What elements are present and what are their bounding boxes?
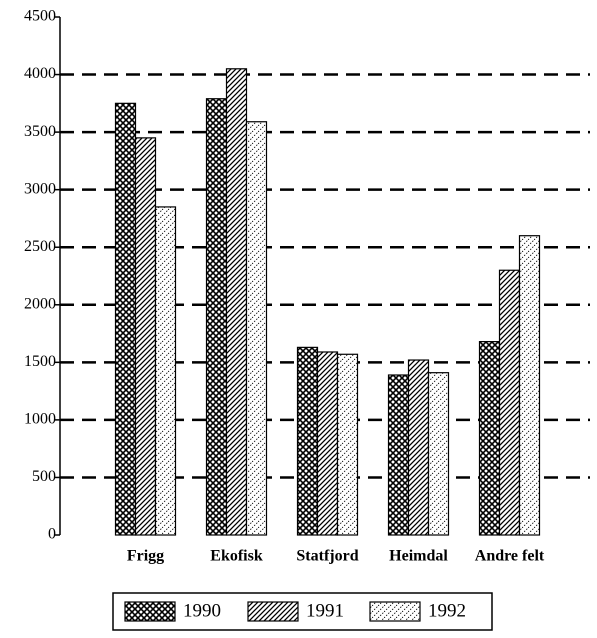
bar [316, 351, 339, 536]
legend-swatch [124, 601, 176, 622]
y-tick-label: 4000 [24, 65, 56, 82]
bar [518, 235, 541, 536]
y-tick-label: 2500 [24, 238, 56, 255]
bar [427, 372, 450, 536]
legend-label: 1992 [428, 600, 466, 621]
y-tick-label: 3000 [24, 180, 56, 197]
bar [387, 374, 410, 536]
y-tick-label: 4500 [24, 8, 56, 25]
bar [154, 206, 177, 536]
bar [205, 98, 228, 536]
bar [134, 137, 157, 536]
bar [498, 269, 521, 536]
bar [245, 121, 268, 536]
legend-box [112, 592, 493, 631]
y-tick-label: 3500 [24, 123, 56, 140]
y-tick-label: 2000 [24, 295, 56, 312]
bar [478, 341, 501, 536]
legend-swatch [369, 601, 421, 622]
x-tick-label: Andre felt [475, 548, 545, 565]
x-tick-label: Frigg [127, 548, 164, 565]
legend-label: 1990 [183, 600, 221, 621]
y-tick-label: 0 [48, 526, 56, 543]
bar [407, 359, 430, 536]
x-tick-label: Heimdal [389, 548, 448, 565]
y-tick-label: 500 [32, 468, 56, 485]
y-tick-label: 1500 [24, 353, 56, 370]
bar [225, 68, 248, 536]
bar [296, 346, 319, 536]
legend-swatch [247, 601, 299, 622]
y-tick-label: 1000 [24, 411, 56, 428]
legend-label: 1991 [306, 600, 344, 621]
bar [336, 353, 359, 536]
bar [114, 102, 137, 536]
x-tick-label: Statfjord [296, 548, 358, 565]
x-tick-label: Ekofisk [210, 548, 263, 565]
